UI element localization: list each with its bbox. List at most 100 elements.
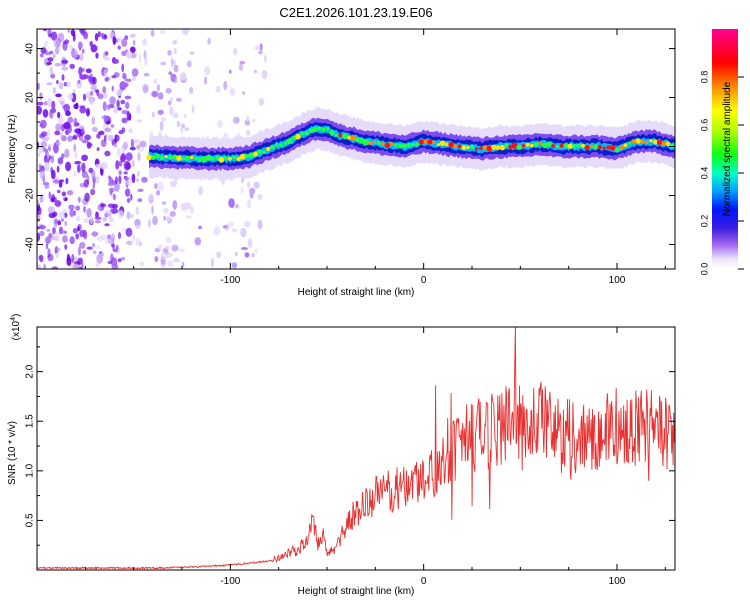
- noise-speckle: [170, 57, 174, 68]
- noise-speckle: [171, 244, 179, 252]
- noise-speckle: [157, 109, 164, 115]
- ridge-point: [418, 139, 424, 145]
- noise-speckle: [244, 119, 251, 126]
- noise-speckle: [96, 175, 100, 184]
- noise-speckle: [131, 68, 139, 77]
- noise-speckle: [191, 104, 195, 114]
- noise-speckle: [52, 86, 57, 95]
- noise-speckle: [90, 188, 96, 196]
- noise-speckle: [61, 59, 69, 64]
- noise-speckle: [84, 92, 92, 98]
- noise-speckle: [47, 57, 54, 62]
- noise-speckle: [61, 74, 65, 81]
- noise-speckle: [111, 75, 117, 79]
- ridge-point: [563, 143, 569, 149]
- noise-speckle: [130, 138, 135, 148]
- noise-speckle: [56, 80, 59, 84]
- noise-speckle: [102, 86, 107, 94]
- noise-speckle: [65, 161, 72, 172]
- noise-speckle: [100, 32, 105, 38]
- noise-speckle: [138, 53, 142, 63]
- ridge-point: [347, 135, 351, 140]
- noise-speckle: [42, 109, 49, 118]
- snr-exponent-prefix: (x10: [11, 320, 22, 340]
- noise-speckle: [217, 119, 223, 128]
- noise-speckle: [157, 181, 165, 192]
- noise-speckle: [131, 234, 136, 242]
- noise-speckle: [56, 248, 61, 252]
- noise-speckle: [173, 258, 181, 263]
- noise-speckle: [109, 189, 113, 195]
- ridge-point: [427, 139, 433, 145]
- noise-speckle: [176, 97, 182, 102]
- noise-speckle: [95, 52, 99, 59]
- noise-speckle: [253, 181, 260, 189]
- ridge-point: [508, 144, 514, 150]
- noise-speckle: [257, 193, 263, 201]
- noise-speckle: [118, 170, 122, 176]
- noise-speckle: [240, 247, 249, 250]
- noise-speckle: [190, 205, 194, 215]
- ridge-point: [389, 142, 394, 146]
- noise-speckle: [54, 246, 59, 255]
- noise-speckle: [163, 215, 166, 221]
- noise-speckle: [79, 74, 87, 80]
- colorbar: 0.0 0.2 0.4 0.6 0.8 Normalized spectral ampl…: [699, 29, 744, 275]
- noise-speckle: [73, 103, 78, 109]
- noise-speckle: [81, 139, 89, 144]
- noise-speckle: [110, 124, 115, 128]
- noise-speckle: [238, 63, 244, 71]
- noise-speckle: [39, 53, 44, 58]
- noise-speckle: [104, 212, 109, 218]
- noise-speckle: [231, 262, 238, 269]
- noise-speckle: [137, 152, 141, 162]
- noise-speckle: [121, 50, 127, 56]
- noise-speckle: [154, 255, 159, 263]
- noise-speckle: [121, 127, 126, 133]
- noise-speckle: [104, 150, 111, 157]
- ridge-point: [453, 144, 458, 149]
- y-tick-label: 1.5: [25, 414, 36, 428]
- noise-speckle: [100, 162, 108, 170]
- snr-exponent-label: (x104): [10, 314, 22, 341]
- noise-speckle: [81, 162, 86, 173]
- noise-speckle: [163, 208, 169, 214]
- noise-speckle: [72, 89, 76, 93]
- noise-speckle: [139, 241, 142, 247]
- noise-speckle: [107, 134, 114, 142]
- ridge-point: [461, 145, 467, 151]
- noise-speckle: [119, 81, 127, 91]
- noise-speckle: [115, 160, 120, 170]
- noise-speckle: [52, 227, 56, 235]
- noise-speckle: [95, 262, 100, 268]
- ridge-point: [397, 143, 403, 149]
- colorbar-tick-label: 0.4: [699, 167, 709, 180]
- noise-speckle: [172, 59, 176, 66]
- noise-speckle: [124, 188, 131, 197]
- noise-speckle: [77, 79, 81, 84]
- noise-speckle: [46, 151, 50, 159]
- noise-speckle: [211, 257, 214, 268]
- noise-speckle: [91, 243, 96, 248]
- noise-speckle: [157, 92, 164, 100]
- noise-speckle: [124, 95, 132, 100]
- noise-speckle: [78, 196, 81, 203]
- noise-speckle: [58, 226, 63, 235]
- noise-speckle: [57, 117, 64, 125]
- noise-speckle: [83, 229, 88, 240]
- ridge-point: [439, 140, 446, 146]
- noise-speckle: [117, 107, 122, 111]
- noise-speckle: [184, 127, 190, 132]
- noise-speckle: [50, 108, 57, 114]
- noise-speckle: [114, 176, 118, 185]
- ridge-point: [262, 150, 266, 154]
- ridge-point: [589, 144, 594, 149]
- noise-speckle: [156, 84, 160, 92]
- ridge-point: [266, 146, 271, 152]
- ridge-point: [511, 142, 518, 149]
- ridge-point: [584, 145, 590, 151]
- noise-speckle: [39, 194, 44, 203]
- noise-speckle: [46, 62, 52, 65]
- noise-speckle: [113, 106, 118, 114]
